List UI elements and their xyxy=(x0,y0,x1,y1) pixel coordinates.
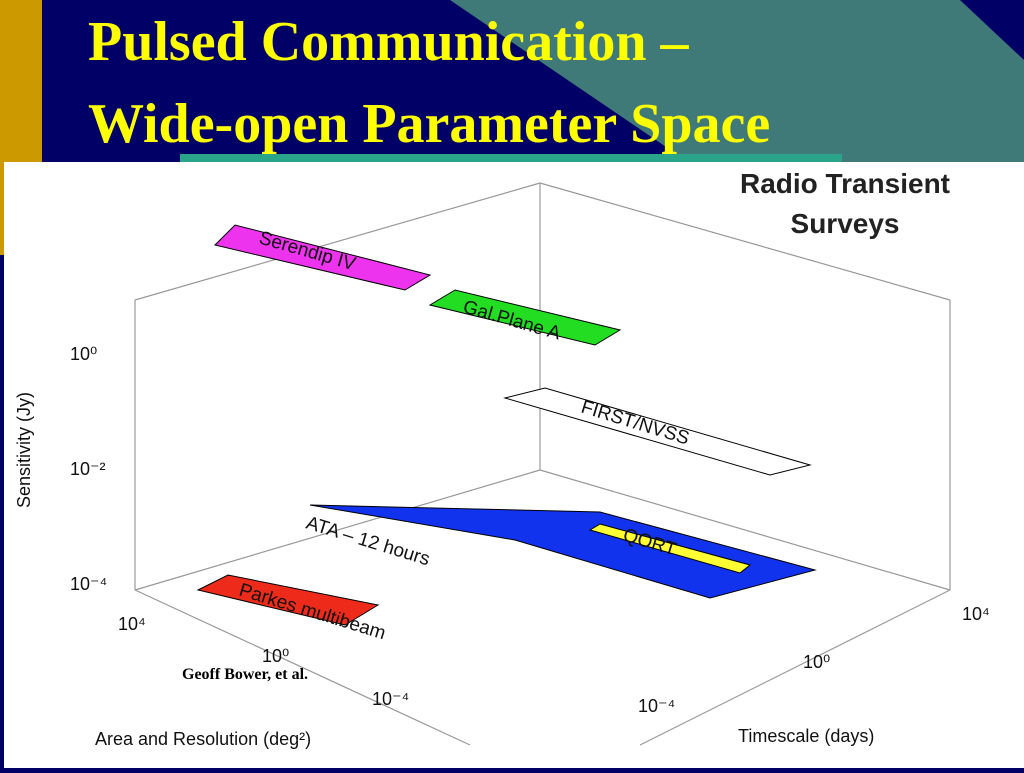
tick-label: 10⁰ xyxy=(803,652,830,672)
credit: Geoff Bower, et al. xyxy=(182,666,308,683)
title-line: Pulsed Communication – xyxy=(88,11,689,73)
tick-label: 10⁻² xyxy=(70,459,106,479)
tick-label: 10⁻⁴ xyxy=(70,574,107,594)
figure-heading: Surveys xyxy=(791,208,900,239)
survey-region xyxy=(309,504,817,599)
figure-heading: Radio Transient xyxy=(740,168,950,199)
axis-label: Timescale (days) xyxy=(738,726,874,746)
survey-region xyxy=(588,523,752,574)
survey-region xyxy=(503,387,812,476)
axis-label: Area and Resolution (deg²) xyxy=(95,729,311,749)
tick-label: 10⁴ xyxy=(962,604,990,624)
survey-region xyxy=(196,574,380,626)
survey-region xyxy=(214,224,432,291)
surveys xyxy=(196,224,817,626)
title-line: Wide-open Parameter Space xyxy=(88,93,770,155)
figure-panel xyxy=(4,162,1024,768)
tick-label: 10⁻⁴ xyxy=(638,696,675,716)
tick-label: 10⁰ xyxy=(262,646,289,666)
title-underline xyxy=(180,154,842,162)
cube-frame xyxy=(134,182,951,746)
survey-region xyxy=(428,289,622,346)
teal-shape xyxy=(450,0,1024,170)
tick-label: 10⁻⁴ xyxy=(372,689,409,709)
tick-label: 10⁰ xyxy=(70,344,97,364)
tick-label: 10⁴ xyxy=(118,614,146,634)
axis-label: Sensitivity (Jy) xyxy=(14,392,34,508)
